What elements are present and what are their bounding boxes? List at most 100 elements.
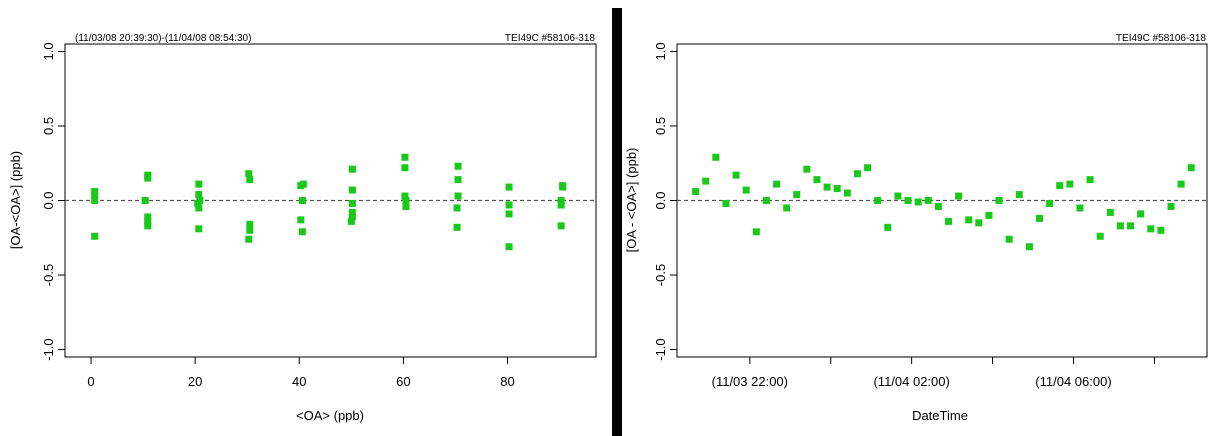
left-data-point [141, 197, 149, 204]
left-points [91, 153, 567, 251]
left-data-point [453, 223, 461, 231]
right-data-point [1157, 226, 1165, 234]
right-data-point [742, 186, 750, 194]
left-y-tick-label: -0.5 [41, 264, 56, 286]
left-data-point [557, 201, 565, 209]
left-data-point [195, 180, 203, 188]
right-data-point [1076, 204, 1084, 212]
left-x-tick-label: 0 [87, 374, 94, 389]
right-data-point [995, 197, 1003, 204]
left-data-point [347, 217, 355, 225]
left-header-left: (11/03/08 20:39:30)-(11/04/08 08:54:30) [75, 33, 251, 44]
left-data-point [348, 186, 356, 194]
right-data-point [985, 211, 993, 219]
left-data-point [557, 222, 565, 230]
right-data-point [975, 219, 983, 227]
right-data-point [1036, 214, 1044, 222]
right-data-point [944, 217, 952, 225]
right-data-point [1137, 210, 1145, 218]
right-data-point [1167, 202, 1175, 210]
right-data-point [955, 192, 963, 200]
right-x-axis: (11/03 22:00) (11/04 02:00) (11/04 06:00) [712, 357, 1155, 389]
right-data-point [864, 164, 872, 172]
left-x-axis: 0 20 40 60 80 [87, 357, 515, 389]
left-data-point [348, 165, 356, 173]
left-data-point [194, 199, 202, 207]
left-data-point [91, 192, 99, 200]
right-data-point [823, 183, 831, 191]
right-data-point [1025, 243, 1033, 251]
right-x-tick-label: (11/04 06:00) [1035, 374, 1111, 389]
left-data-point [454, 192, 462, 200]
left-y-tick-label: 0.5 [41, 117, 56, 135]
right-data-point [1086, 176, 1094, 184]
right-data-point [722, 199, 730, 207]
right-data-point [843, 189, 851, 197]
right-data-point [853, 170, 861, 178]
left-data-point [348, 213, 356, 221]
left-data-point [401, 192, 409, 200]
right-data-point [732, 171, 740, 179]
right-data-point [813, 176, 821, 184]
left-data-point [144, 222, 152, 230]
right-data-point [1177, 180, 1185, 188]
left-data-point [91, 188, 99, 196]
left-data-point [298, 228, 306, 236]
right-data-point [934, 202, 942, 210]
left-y-axis-title: [OA-<OA>] (ppb) [8, 151, 23, 249]
right-data-point [965, 216, 973, 224]
right-data-point [874, 197, 882, 204]
left-x-tick-label: 20 [188, 374, 202, 389]
left-data-point [559, 183, 567, 191]
right-data-point [692, 188, 700, 196]
right-data-point [783, 204, 791, 212]
right-x-tick-label: (11/04 02:00) [873, 374, 949, 389]
right-data-point [1116, 222, 1124, 230]
left-data-point [505, 183, 513, 191]
left-data-point [505, 201, 513, 209]
left-data-point [401, 164, 409, 172]
right-data-point [1015, 191, 1023, 199]
right-data-point [1127, 222, 1135, 230]
left-data-point [91, 232, 99, 240]
right-data-point [1147, 225, 1155, 233]
left-data-point [246, 220, 254, 228]
left-data-point [402, 197, 410, 204]
right-data-point [833, 185, 841, 193]
left-data-point [454, 162, 462, 170]
left-y-axis: -1.0 -0.5 0.0 0.5 1.0 [41, 42, 65, 361]
right-data-point [924, 197, 932, 204]
right-data-point [712, 153, 720, 161]
right-data-point [884, 223, 892, 231]
left-data-point [195, 204, 203, 212]
left-data-point [245, 235, 253, 243]
right-x-tick-label: (11/03 22:00) [712, 374, 788, 389]
panel-divider [612, 8, 622, 436]
left-x-tick-label: 60 [396, 374, 410, 389]
left-data-point [245, 170, 253, 178]
right-y-tick-label: -0.5 [653, 264, 668, 286]
left-data-point [195, 191, 203, 199]
right-y-axis: -1.0 -0.5 0.0 0.5 1.0 [653, 42, 677, 361]
left-y-tick-label: 1.0 [41, 42, 56, 60]
left-data-point [144, 174, 152, 182]
right-data-point [904, 197, 912, 204]
left-data-point [348, 208, 356, 216]
left-x-axis-title: <OA> (ppb) [296, 408, 364, 423]
left-x-tick-label: 80 [500, 374, 514, 389]
right-data-point [803, 165, 811, 173]
right-data-point [702, 177, 710, 185]
left-data-point [453, 204, 461, 212]
left-data-point [401, 153, 409, 161]
left-data-point [144, 217, 152, 225]
right-data-point [1005, 235, 1013, 243]
right-y-tick-label: -1.0 [653, 338, 668, 360]
right-data-point [773, 180, 781, 188]
right-data-point [1056, 182, 1064, 190]
right-data-point [1066, 180, 1074, 188]
left-header-right: TEI49C #58106-318 [505, 33, 596, 44]
right-y-tick-label: 0.5 [653, 117, 668, 135]
left-data-point [505, 210, 513, 218]
left-y-tick-label: 0.0 [41, 191, 56, 209]
